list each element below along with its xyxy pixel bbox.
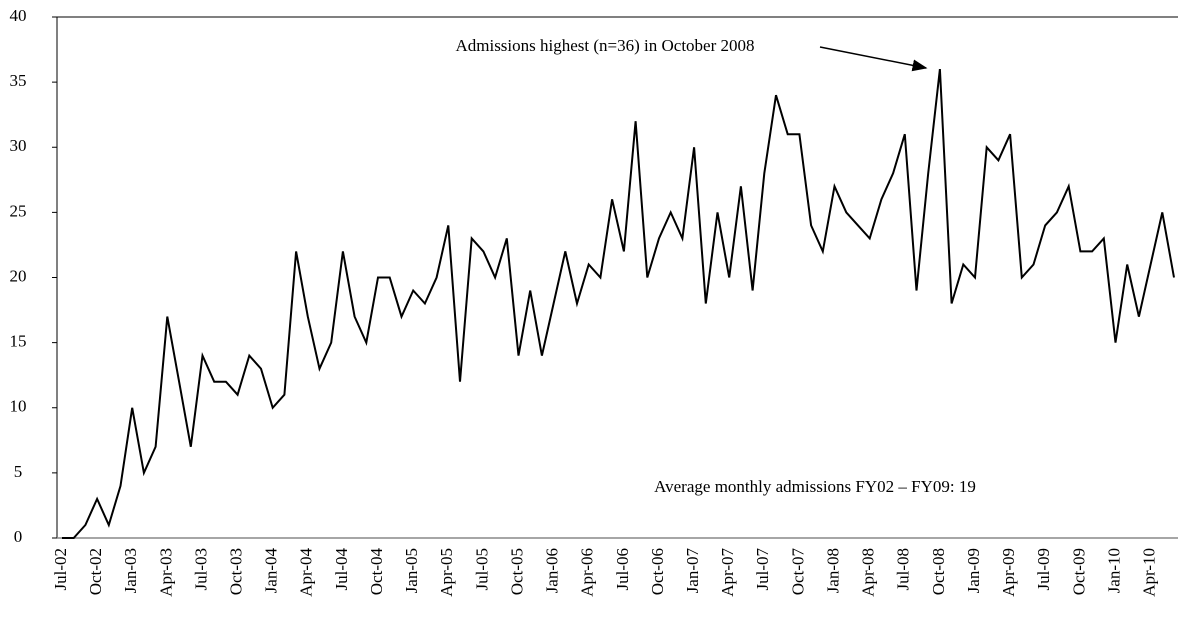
x-tick-label: Apr-04 (297, 548, 316, 597)
y-tick-label: 5 (14, 462, 23, 481)
x-tick-label: Jul-02 (51, 548, 70, 591)
x-tick-label: Apr-03 (156, 548, 175, 597)
y-tick-label: 20 (10, 266, 27, 285)
x-tick-label: Jul-07 (753, 548, 772, 591)
x-tick-label: Apr-08 (859, 548, 878, 597)
x-tick-label: Oct-09 (1069, 548, 1088, 595)
x-tick-label: Jul-05 (472, 548, 491, 591)
x-tick-label: Jan-04 (262, 548, 281, 594)
x-tick-label: Apr-09 (999, 548, 1018, 597)
x-tick-label: Apr-05 (437, 548, 456, 597)
x-tick-label: Oct-02 (86, 548, 105, 595)
x-tick-label: Jul-08 (894, 548, 913, 591)
y-tick-label: 15 (10, 332, 27, 351)
y-tick-label: 35 (10, 71, 27, 90)
x-tick-label: Jan-03 (121, 548, 140, 593)
x-tick-label: Apr-10 (1139, 548, 1158, 597)
x-tick-label: Jan-08 (823, 548, 842, 593)
x-tick-label: Oct-03 (226, 548, 245, 595)
annotation: Admissions highest (n=36) in October 200… (455, 36, 754, 55)
x-tick-label: Jan-05 (402, 548, 421, 593)
y-tick-label: 10 (10, 397, 27, 416)
x-tick-label: Oct-05 (507, 548, 526, 595)
x-tick-label: Jul-03 (191, 548, 210, 591)
x-tick-label: Jul-04 (332, 548, 351, 591)
x-tick-label: Jan-06 (543, 548, 562, 593)
x-tick-label: Apr-07 (718, 548, 737, 597)
y-tick-label: 30 (10, 136, 27, 155)
y-tick-label: 40 (10, 6, 27, 25)
data-line (62, 68, 1175, 539)
x-tick-label: Apr-06 (578, 548, 597, 597)
x-tick-label: Jan-10 (1104, 548, 1123, 593)
x-tick-label: Jan-07 (683, 548, 702, 594)
x-tick-label: Jan-09 (964, 548, 983, 593)
x-tick-label: Oct-07 (788, 548, 807, 596)
y-tick-label: 0 (14, 527, 23, 546)
x-tick-label: Jul-06 (613, 548, 632, 591)
x-tick-label: Jul-09 (1034, 548, 1053, 591)
annotation: Average monthly admissions FY02 – FY09: … (654, 477, 976, 496)
x-tick-label: Oct-06 (648, 548, 667, 595)
annotation-arrow (819, 46, 928, 72)
x-tick-label: Oct-04 (367, 548, 386, 596)
x-tick-label: Oct-08 (929, 548, 948, 595)
y-tick-label: 25 (10, 201, 27, 220)
